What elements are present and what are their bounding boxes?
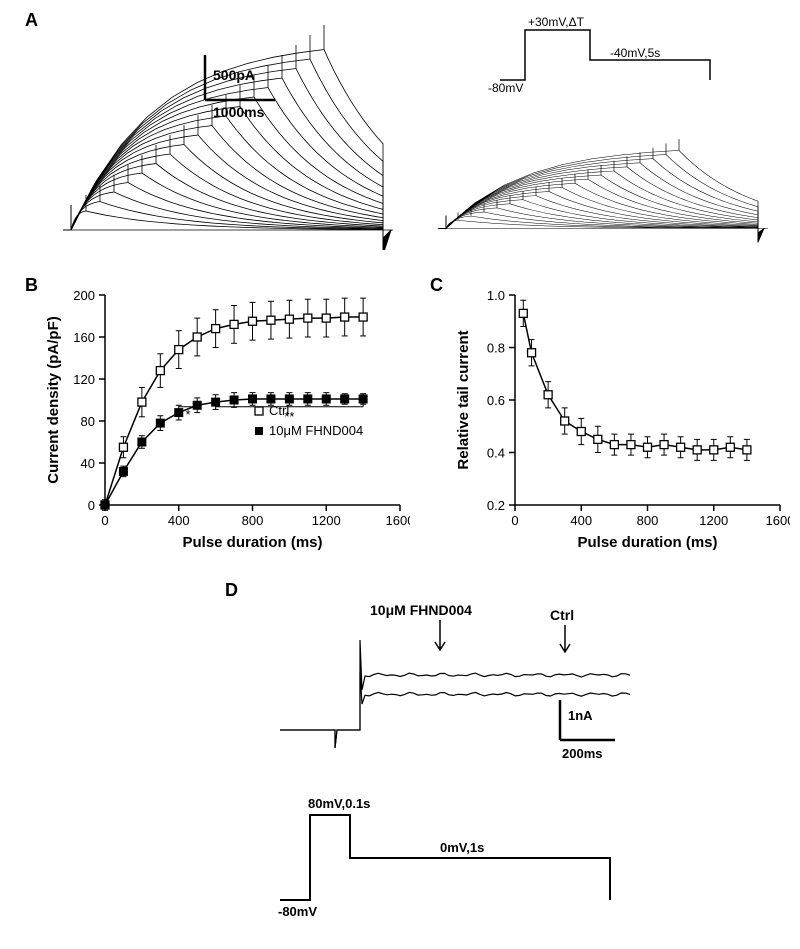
- svg-text:1200: 1200: [699, 513, 728, 528]
- svg-text:400: 400: [168, 513, 190, 528]
- svg-text:1200: 1200: [312, 513, 341, 528]
- svg-text:0: 0: [511, 513, 518, 528]
- svg-text:0.2: 0.2: [487, 498, 505, 513]
- panel-a-left-traces: 500pA 1000ms: [45, 10, 405, 250]
- svg-text:0: 0: [101, 513, 108, 528]
- svg-text:800: 800: [242, 513, 264, 528]
- svg-text:+30mV,ΔT: +30mV,ΔT: [528, 15, 585, 29]
- svg-text:120: 120: [73, 372, 95, 387]
- panel-b-label: B: [25, 275, 38, 296]
- panel-d-traces: 10μM FHND004 Ctrl 1nA 200ms: [250, 590, 650, 770]
- svg-text:**: **: [284, 409, 294, 424]
- panel-d-protocol: 80mV,0.1s 0mV,1s -80mV: [250, 790, 650, 930]
- svg-text:160: 160: [73, 330, 95, 345]
- panel-c-label: C: [430, 275, 443, 296]
- svg-text:40: 40: [81, 456, 95, 471]
- svg-text:400: 400: [570, 513, 592, 528]
- panel-b-chart: 0 400 800 1200 1600 0 40 80 120 160 200 Pulse durat…: [40, 285, 410, 555]
- svg-text:1000ms: 1000ms: [213, 104, 265, 120]
- svg-text:10μM FHND004: 10μM FHND004: [269, 423, 363, 438]
- svg-text:Pulse duration (ms): Pulse duration (ms): [577, 534, 717, 551]
- svg-text:10μM FHND004: 10μM FHND004: [370, 602, 472, 618]
- panel-d-label: D: [225, 580, 238, 601]
- panel-a-right-traces: +30mV,ΔT -40mV,5s -80mV: [420, 10, 780, 250]
- svg-text:*: *: [185, 407, 190, 422]
- svg-text:1.0: 1.0: [487, 288, 505, 303]
- svg-text:Relative tail current: Relative tail current: [455, 330, 472, 469]
- panel-a-label: A: [25, 10, 38, 31]
- svg-text:-80mV: -80mV: [488, 81, 523, 95]
- svg-text:0.4: 0.4: [487, 446, 505, 461]
- svg-text:200ms: 200ms: [562, 746, 602, 761]
- svg-text:200: 200: [73, 288, 95, 303]
- svg-text:80mV,0.1s: 80mV,0.1s: [308, 796, 370, 811]
- svg-text:-80mV: -80mV: [278, 904, 317, 919]
- panel-c-chart: 0 400 800 1200 1600 0.2 0.4 0.6 0.8 1.0 Pulse dura…: [450, 285, 790, 555]
- svg-text:1600: 1600: [766, 513, 790, 528]
- svg-text:800: 800: [637, 513, 659, 528]
- svg-text:0.8: 0.8: [487, 341, 505, 356]
- svg-text:0.6: 0.6: [487, 393, 505, 408]
- svg-text:Current density (pA/pF): Current density (pA/pF): [45, 316, 62, 484]
- svg-text:0mV,1s: 0mV,1s: [440, 840, 484, 855]
- svg-text:Pulse duration (ms): Pulse duration (ms): [182, 534, 322, 551]
- svg-text:-40mV,5s: -40mV,5s: [610, 46, 660, 60]
- svg-text:500pA: 500pA: [213, 67, 255, 83]
- svg-text:1nA: 1nA: [568, 708, 593, 723]
- svg-text:0: 0: [88, 498, 95, 513]
- svg-text:1600: 1600: [386, 513, 410, 528]
- svg-text:80: 80: [81, 414, 95, 429]
- svg-text:Ctrl: Ctrl: [550, 607, 574, 623]
